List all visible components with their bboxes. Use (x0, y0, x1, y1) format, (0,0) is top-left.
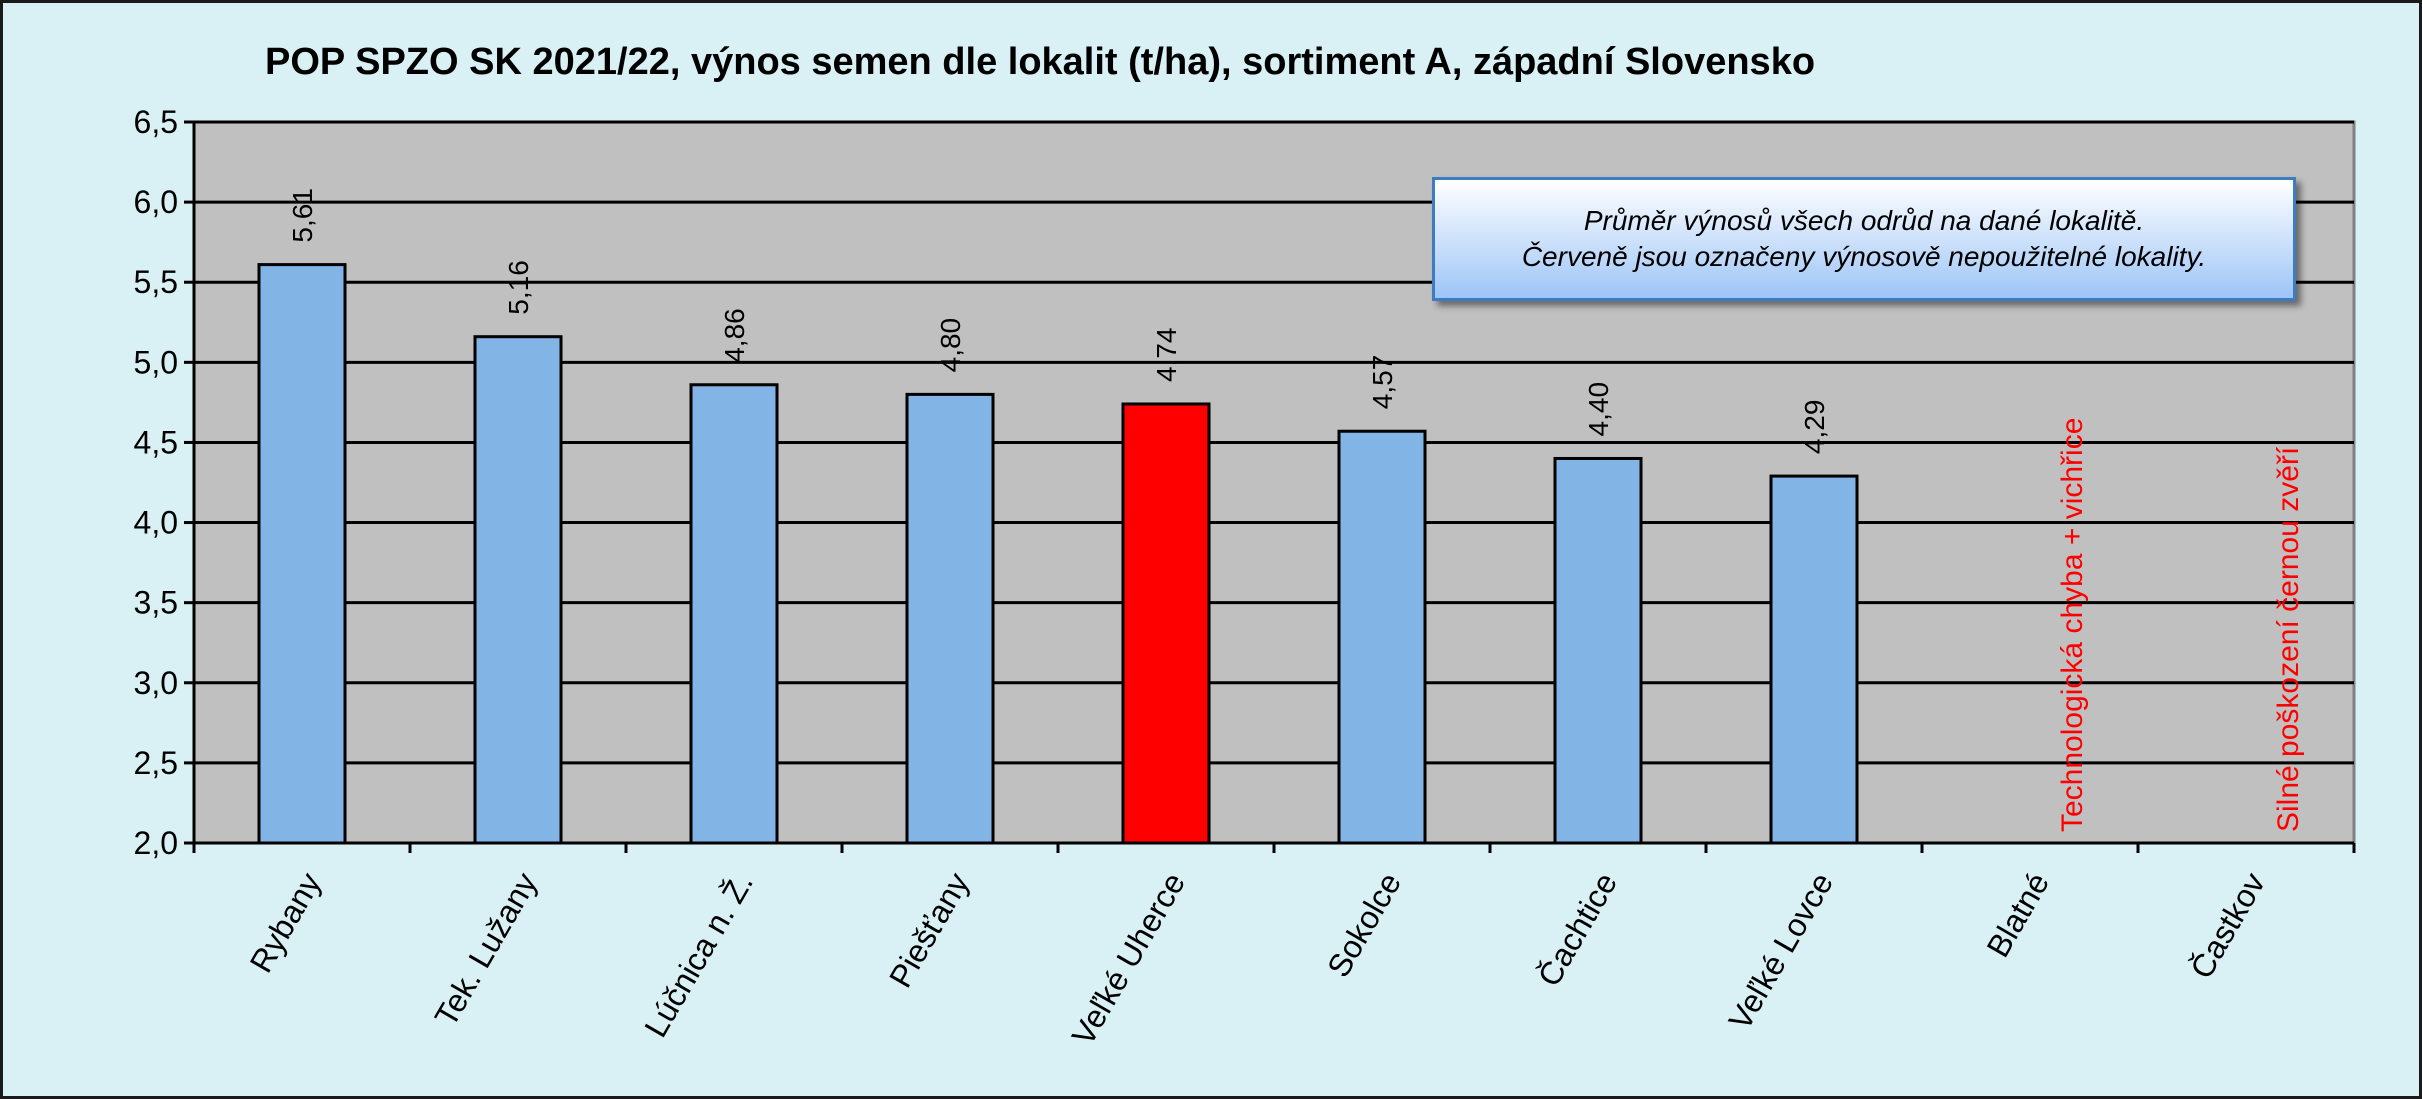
bar (1553, 456, 1643, 845)
bar (1337, 429, 1427, 845)
location-notes: Technologická chyba + vichřice Silné pošk… (2056, 418, 2305, 832)
x-tick-label: Tek. Lužany (428, 867, 545, 1033)
location-note: Technologická chyba + vichřice (2056, 418, 2089, 832)
data-label: 4,74 (1151, 327, 1182, 382)
bars (257, 263, 1859, 845)
x-tick-label: Lúčnica n. Ž. (637, 867, 760, 1044)
x-tick-label: Čachtice (1531, 867, 1624, 993)
y-axis: 2,0 2,5 3,0 3,5 4,0 4,5 5,0 5,5 6,0 6,5 (134, 104, 196, 861)
x-tick-label: Veľké Lovce (1721, 867, 1840, 1036)
data-label: 4,86 (719, 308, 750, 363)
y-tick-label: 3,0 (134, 665, 178, 701)
y-tick-label: 5,5 (134, 264, 178, 300)
annotation-line-2: Červeně jsou označeny výnosově nepoužite… (1521, 241, 2207, 272)
data-label: 4,80 (935, 318, 966, 373)
x-tick-label: Rybany (243, 867, 328, 979)
bar (689, 383, 779, 845)
annotation-box: Průměr výnosů všech odrůd na dané lokali… (1432, 177, 2296, 301)
data-label: 4,57 (1367, 355, 1398, 410)
y-tick-label: 2,5 (134, 745, 178, 781)
y-tick-label: 6,0 (134, 184, 178, 220)
y-tick-label: 3,5 (134, 585, 178, 621)
y-tick-label: 4,5 (134, 424, 178, 460)
data-label: 5,16 (503, 260, 534, 315)
x-axis: Rybany Tek. Lužany Lúčnica n. Ž. Piešťany Ve… (192, 841, 2356, 1052)
y-tick-label: 2,0 (134, 825, 178, 861)
data-label: 4,40 (1583, 382, 1614, 437)
data-label: 5,61 (287, 188, 318, 243)
data-label: 4,29 (1799, 400, 1830, 455)
y-tick-label: 6,5 (134, 104, 178, 140)
y-tick-label: 5,0 (134, 344, 178, 380)
location-note: Silné poškození černou zvěří (2272, 446, 2305, 832)
data-labels: 5,61 5,16 4,86 4,80 4,74 4,57 4,40 4,29 (287, 188, 1830, 454)
bar (257, 263, 347, 845)
chart-title: POP SPZO SK 2021/22, výnos semen dle lok… (265, 41, 1815, 83)
bar (473, 335, 563, 845)
x-tick-label: Veľké Uherce (1065, 867, 1192, 1052)
x-tick-label: Blatné (1980, 867, 2057, 964)
x-tick-label: Piešťany (882, 867, 976, 994)
y-tick-label: 4,0 (134, 505, 178, 541)
x-tick-label: Sokolce (1320, 867, 1408, 984)
bar-highlighted (1121, 402, 1211, 845)
bar (905, 392, 995, 845)
annotation-line-1: Průměr výnosů všech odrůd na dané lokali… (1583, 205, 2145, 236)
x-tick-label: Častkov (2183, 867, 2272, 985)
bar (1769, 474, 1859, 845)
